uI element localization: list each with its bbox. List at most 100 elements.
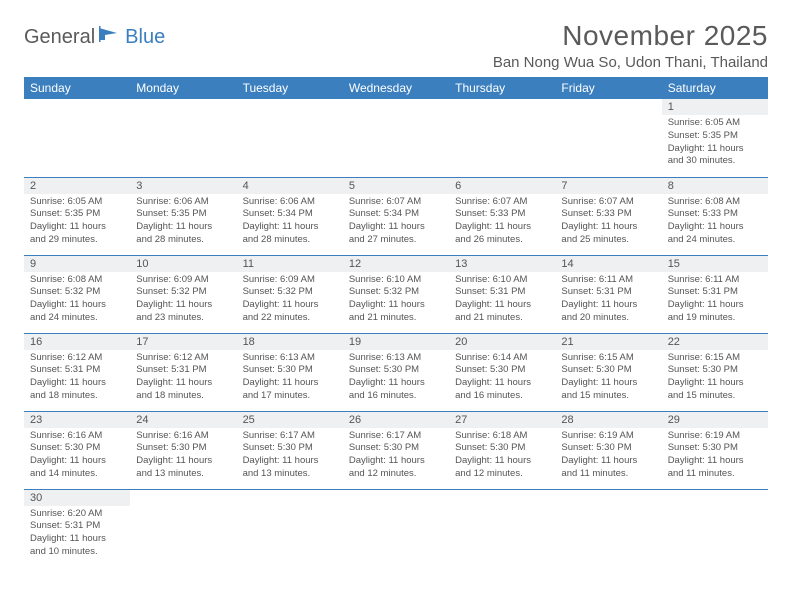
day-details: Sunrise: 6:09 AMSunset: 5:32 PMDaylight:…: [130, 272, 236, 329]
sunrise-text: Sunrise: 6:18 AM: [455, 430, 549, 443]
daylight-text: Daylight: 11 hours and 30 minutes.: [668, 143, 762, 169]
day-cell: 11Sunrise: 6:09 AMSunset: 5:32 PMDayligh…: [237, 255, 343, 333]
daylight-text: Daylight: 11 hours and 25 minutes.: [561, 221, 655, 247]
daylight-text: Daylight: 11 hours and 15 minutes.: [561, 377, 655, 403]
title-block: November 2025 Ban Nong Wua So, Udon Than…: [493, 20, 768, 71]
sunset-text: Sunset: 5:30 PM: [243, 364, 337, 377]
day-details: Sunrise: 6:19 AMSunset: 5:30 PMDaylight:…: [555, 428, 661, 485]
day-number: 7: [555, 178, 661, 194]
day-cell: 7Sunrise: 6:07 AMSunset: 5:33 PMDaylight…: [555, 177, 661, 255]
day-cell: 15Sunrise: 6:11 AMSunset: 5:31 PMDayligh…: [662, 255, 768, 333]
day-cell: 19 Sunrise: 6:13 AMSunset: 5:30 PMDayligh…: [343, 333, 449, 411]
empty-cell: [237, 99, 343, 177]
dow-tuesday: Tuesday: [237, 77, 343, 99]
dow-monday: Monday: [130, 77, 236, 99]
daylight-text: Daylight: 11 hours and 18 minutes.: [136, 377, 230, 403]
daylight-text: Daylight: 11 hours and 23 minutes.: [136, 299, 230, 325]
sunset-text: Sunset: 5:35 PM: [668, 130, 762, 143]
sunset-text: Sunset: 5:30 PM: [455, 364, 549, 377]
sunset-text: Sunset: 5:30 PM: [668, 364, 762, 377]
sunrise-text: Sunrise: 6:08 AM: [30, 274, 124, 287]
day-number: 14: [555, 256, 661, 272]
day-details: Sunrise: 6:15 AMSunset: 5:30 PMDaylight:…: [555, 350, 661, 407]
daylight-text: Daylight: 11 hours and 12 minutes.: [455, 455, 549, 481]
day-number: 21: [555, 334, 661, 350]
day-number: 28: [555, 412, 661, 428]
day-number: 15: [662, 256, 768, 272]
day-details: Sunrise: 6:16 AMSunset: 5:30 PMDaylight:…: [24, 428, 130, 485]
daylight-text: Daylight: 11 hours and 29 minutes.: [30, 221, 124, 247]
empty-cell: [343, 99, 449, 177]
day-number: 29: [662, 412, 768, 428]
day-details: Sunrise: 6:11 AMSunset: 5:31 PMDaylight:…: [662, 272, 768, 329]
day-details: Sunrise: 6:09 AMSunset: 5:32 PMDaylight:…: [237, 272, 343, 329]
day-cell: 12Sunrise: 6:10 AMSunset: 5:32 PMDayligh…: [343, 255, 449, 333]
sunrise-text: Sunrise: 6:17 AM: [243, 430, 337, 443]
daylight-text: Daylight: 11 hours and 11 minutes.: [561, 455, 655, 481]
sunrise-text: Sunrise: 6:07 AM: [561, 196, 655, 209]
day-number: 10: [130, 256, 236, 272]
day-number: 23: [24, 412, 130, 428]
day-number: 9: [24, 256, 130, 272]
empty-cell: [449, 99, 555, 177]
sunrise-text: Sunrise: 6:06 AM: [243, 196, 337, 209]
sunset-text: Sunset: 5:30 PM: [349, 364, 443, 377]
sunrise-text: Sunrise: 6:09 AM: [243, 274, 337, 287]
day-number: 22: [662, 334, 768, 350]
day-number: 30: [24, 490, 130, 506]
daylight-text: Daylight: 11 hours and 20 minutes.: [561, 299, 655, 325]
daylight-text: Daylight: 11 hours and 16 minutes.: [455, 377, 549, 403]
sunrise-text: Sunrise: 6:13 AM: [243, 352, 337, 365]
sunset-text: Sunset: 5:32 PM: [349, 286, 443, 299]
sunset-text: Sunset: 5:31 PM: [455, 286, 549, 299]
sunset-text: Sunset: 5:35 PM: [30, 208, 124, 221]
brand-logo: General Blue: [24, 26, 165, 47]
sunrise-text: Sunrise: 6:10 AM: [455, 274, 549, 287]
calendar-week: 2Sunrise: 6:05 AMSunset: 5:35 PMDaylight…: [24, 177, 768, 255]
empty-cell: [343, 489, 449, 567]
day-details: Sunrise: 6:17 AMSunset: 5:30 PMDaylight:…: [343, 428, 449, 485]
empty-cell: [237, 489, 343, 567]
sunrise-text: Sunrise: 6:13 AM: [349, 352, 443, 365]
sunrise-text: Sunrise: 6:19 AM: [668, 430, 762, 443]
daylight-text: Daylight: 11 hours and 24 minutes.: [668, 221, 762, 247]
sunrise-text: Sunrise: 6:11 AM: [561, 274, 655, 287]
empty-cell: [130, 99, 236, 177]
day-number: 20: [449, 334, 555, 350]
sunset-text: Sunset: 5:32 PM: [30, 286, 124, 299]
sunset-text: Sunset: 5:30 PM: [561, 442, 655, 455]
day-cell: 27Sunrise: 6:18 AMSunset: 5:30 PMDayligh…: [449, 411, 555, 489]
calendar-week: 30Sunrise: 6:20 AMSunset: 5:31 PMDayligh…: [24, 489, 768, 567]
sunrise-text: Sunrise: 6:05 AM: [30, 196, 124, 209]
sunset-text: Sunset: 5:31 PM: [561, 286, 655, 299]
empty-cell: [555, 99, 661, 177]
sunrise-text: Sunrise: 6:16 AM: [30, 430, 124, 443]
header: General Blue November 2025 Ban Nong Wua …: [24, 20, 768, 71]
day-details: Sunrise: 6:13 AMSunset: 5:30 PMDaylight:…: [237, 350, 343, 407]
day-details: Sunrise: 6:12 AMSunset: 5:31 PMDaylight:…: [130, 350, 236, 407]
daylight-text: Daylight: 11 hours and 16 minutes.: [349, 377, 443, 403]
daylight-text: Daylight: 11 hours and 15 minutes.: [668, 377, 762, 403]
sunset-text: Sunset: 5:32 PM: [136, 286, 230, 299]
daylight-text: Daylight: 11 hours and 13 minutes.: [136, 455, 230, 481]
sunset-text: Sunset: 5:31 PM: [30, 364, 124, 377]
brand-name-1: General: [24, 27, 95, 47]
sunrise-text: Sunrise: 6:09 AM: [136, 274, 230, 287]
day-number: 19: [343, 334, 449, 350]
sunrise-text: Sunrise: 6:19 AM: [561, 430, 655, 443]
day-cell: 21Sunrise: 6:15 AMSunset: 5:30 PMDayligh…: [555, 333, 661, 411]
page-title: November 2025: [493, 20, 768, 52]
daylight-text: Daylight: 11 hours and 21 minutes.: [349, 299, 443, 325]
sunset-text: Sunset: 5:31 PM: [136, 364, 230, 377]
day-cell: 1Sunrise: 6:05 AMSunset: 5:35 PMDaylight…: [662, 99, 768, 177]
day-number: 11: [237, 256, 343, 272]
day-cell: 28Sunrise: 6:19 AMSunset: 5:30 PMDayligh…: [555, 411, 661, 489]
day-details: Sunrise: 6:11 AMSunset: 5:31 PMDaylight:…: [555, 272, 661, 329]
day-number: 27: [449, 412, 555, 428]
sunset-text: Sunset: 5:34 PM: [243, 208, 337, 221]
day-cell: 24Sunrise: 6:16 AMSunset: 5:30 PMDayligh…: [130, 411, 236, 489]
day-cell: 18Sunrise: 6:13 AMSunset: 5:30 PMDayligh…: [237, 333, 343, 411]
daylight-text: Daylight: 11 hours and 18 minutes.: [30, 377, 124, 403]
day-details: Sunrise: 6:06 AMSunset: 5:35 PMDaylight:…: [130, 194, 236, 251]
empty-cell: [24, 99, 130, 177]
